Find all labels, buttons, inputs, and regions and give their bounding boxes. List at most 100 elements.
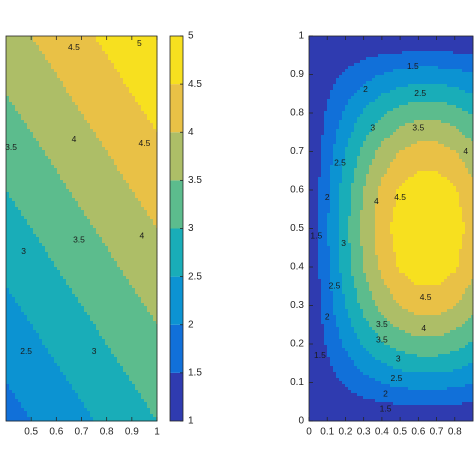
contour-band bbox=[405, 273, 451, 277]
contour-band bbox=[309, 348, 328, 352]
contour-band bbox=[84, 405, 148, 409]
contour-band bbox=[6, 159, 52, 163]
contour-band bbox=[54, 360, 118, 364]
contour-band bbox=[309, 288, 322, 292]
contour-band bbox=[309, 369, 334, 373]
contour-band bbox=[441, 312, 474, 316]
contour-band bbox=[348, 228, 361, 232]
contour-band bbox=[6, 93, 70, 97]
contour-band bbox=[465, 165, 474, 169]
contour-label: 2.5 bbox=[334, 157, 346, 167]
contour-band bbox=[33, 324, 97, 328]
contour-band bbox=[45, 54, 109, 58]
contour-band bbox=[45, 150, 109, 154]
contour-band bbox=[363, 84, 409, 88]
contour-band bbox=[396, 204, 460, 208]
contour-band bbox=[96, 324, 158, 328]
contour-band bbox=[330, 186, 340, 190]
contour-band bbox=[318, 183, 331, 187]
contour-band bbox=[363, 195, 379, 199]
contour-band bbox=[351, 246, 364, 250]
contour-band bbox=[375, 210, 394, 214]
contour-band bbox=[390, 228, 466, 232]
contour-label: 5 bbox=[137, 38, 142, 48]
contour-band bbox=[381, 312, 415, 316]
contour-band bbox=[66, 186, 130, 190]
contour-band bbox=[357, 291, 373, 295]
contour-band bbox=[324, 342, 343, 346]
contour-band bbox=[36, 138, 100, 142]
contour-band bbox=[114, 66, 158, 70]
contour-band bbox=[309, 312, 322, 316]
contour-band bbox=[390, 291, 466, 295]
x-tick-label: 1 bbox=[154, 427, 160, 438]
contour-band bbox=[6, 99, 10, 103]
contour-band bbox=[309, 393, 358, 397]
contour-band bbox=[360, 306, 379, 310]
contour-band bbox=[399, 303, 457, 307]
contour-band bbox=[375, 234, 394, 238]
contour-band bbox=[393, 108, 463, 112]
contour-band bbox=[309, 102, 328, 106]
contour-band bbox=[357, 162, 373, 166]
contour-band bbox=[360, 243, 376, 247]
contour-band bbox=[375, 246, 394, 250]
contour-band bbox=[318, 261, 331, 265]
contour-band bbox=[339, 231, 349, 235]
contour-band bbox=[339, 186, 352, 190]
contour-band bbox=[342, 72, 385, 76]
contour-band bbox=[366, 177, 382, 181]
contour-band bbox=[6, 339, 43, 343]
contour-band bbox=[21, 402, 85, 406]
contour-band bbox=[309, 165, 322, 169]
contour-band bbox=[375, 240, 394, 244]
contour-band bbox=[15, 300, 79, 304]
contour-band bbox=[36, 234, 100, 238]
contour-band bbox=[336, 372, 364, 376]
contour-band bbox=[114, 63, 158, 67]
y-tick-label: 0.3 bbox=[290, 300, 304, 311]
contour-band bbox=[318, 201, 331, 205]
contour-band bbox=[360, 342, 385, 346]
contour-band bbox=[309, 345, 328, 349]
contour-band bbox=[96, 39, 158, 43]
contour-band bbox=[105, 147, 158, 151]
contour-band bbox=[459, 252, 474, 256]
contour-band bbox=[309, 321, 322, 325]
contour-band bbox=[327, 231, 340, 235]
contour-band bbox=[6, 39, 34, 43]
contour-band bbox=[345, 69, 394, 73]
contour-band bbox=[330, 255, 340, 259]
contour-band bbox=[33, 228, 97, 232]
contour-band bbox=[333, 312, 349, 316]
contour-band bbox=[384, 138, 472, 142]
contour-band bbox=[351, 321, 370, 325]
contour-band bbox=[69, 189, 133, 193]
contour-band bbox=[6, 369, 61, 373]
contour-band bbox=[363, 267, 379, 271]
contour-band bbox=[18, 399, 82, 403]
contour-band bbox=[330, 201, 340, 205]
contour-band bbox=[360, 213, 376, 217]
contour-band bbox=[327, 354, 349, 358]
contour-band bbox=[348, 219, 361, 223]
contour-band bbox=[6, 312, 25, 316]
contour-band bbox=[138, 102, 158, 106]
contour-band bbox=[6, 291, 10, 295]
contour-band bbox=[342, 282, 355, 286]
contour-band bbox=[414, 174, 442, 178]
contour-band bbox=[330, 282, 343, 286]
contour-band bbox=[105, 51, 158, 55]
contour-band bbox=[450, 330, 474, 334]
contour-band bbox=[408, 387, 448, 391]
contour-band bbox=[342, 117, 358, 121]
contour-band bbox=[333, 309, 349, 313]
contour-band bbox=[438, 141, 474, 145]
contour-band bbox=[333, 144, 349, 148]
contour-band bbox=[327, 105, 346, 109]
contour-band bbox=[6, 207, 19, 211]
contour-band bbox=[360, 237, 376, 241]
contour-band bbox=[6, 168, 58, 172]
contour-band bbox=[348, 216, 361, 220]
contour-band bbox=[408, 84, 448, 88]
